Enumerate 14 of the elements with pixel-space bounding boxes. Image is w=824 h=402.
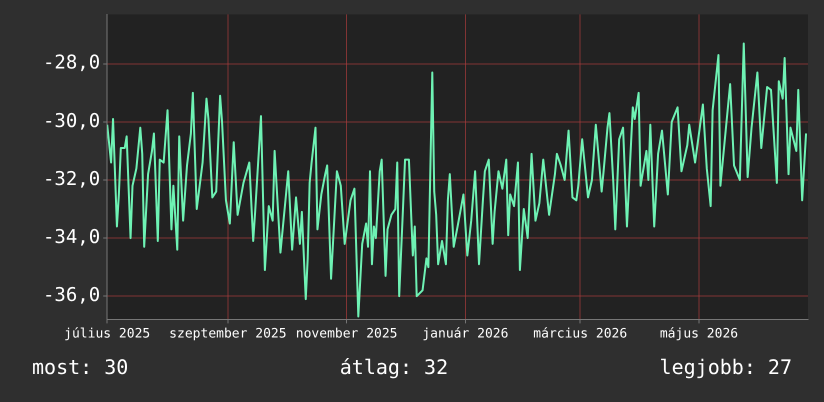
x-tick-label: március 2026: [533, 326, 628, 342]
y-tick-label: -36,0: [42, 284, 100, 306]
y-tick-label: -32,0: [42, 168, 100, 190]
text: legjobb: 27: [660, 355, 792, 379]
x-tick-label: november 2025: [296, 326, 398, 342]
text: átlag: 32: [340, 355, 448, 379]
text: most: 30: [32, 355, 128, 379]
x-tick-label: szeptember 2025: [169, 326, 287, 342]
x-tick-label: július 2025: [64, 326, 150, 342]
y-tick-label: -34,0: [42, 226, 100, 248]
y-tick-label: -28,0: [42, 52, 100, 74]
x-tick-label: január 2026: [422, 326, 508, 342]
y-tick-label: -30,0: [42, 110, 100, 132]
x-tick-label: május 2026: [660, 326, 738, 342]
